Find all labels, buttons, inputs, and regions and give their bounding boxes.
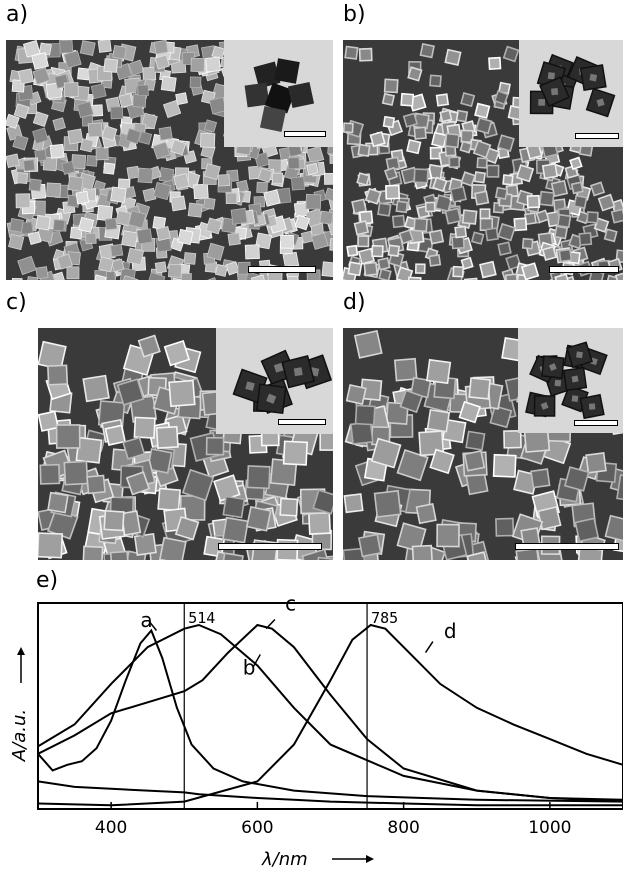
x-tick-label-400: 400 bbox=[95, 818, 127, 838]
curve-label-c: c bbox=[285, 595, 296, 615]
curve-leader-a bbox=[148, 620, 158, 631]
x-tick-label-1000: 1000 bbox=[528, 818, 571, 838]
scale-bar-b bbox=[549, 266, 619, 273]
spectrum-curve-c bbox=[37, 623, 623, 803]
inset-b-scale-bar bbox=[575, 133, 619, 139]
plot-frame bbox=[37, 602, 623, 810]
spectrum-curve-d bbox=[37, 623, 623, 807]
inset-b-cubes bbox=[529, 53, 616, 118]
inset-a-scale-bar bbox=[284, 131, 326, 137]
curve-label-d: d bbox=[444, 619, 457, 643]
inset-c-cubes bbox=[232, 349, 333, 415]
y-axis-arrowhead bbox=[17, 647, 25, 655]
panel-label-a: a) bbox=[6, 2, 29, 27]
inset-d-cubes bbox=[525, 341, 608, 420]
micrograph-b bbox=[343, 40, 623, 280]
y-axis-label: A/a.u. bbox=[9, 709, 30, 762]
scale-bar-d bbox=[515, 543, 619, 550]
inset-d bbox=[518, 328, 623, 433]
curve-leader-b bbox=[252, 654, 261, 668]
absorption-spectrum-chart: 514 785 400 600 800 1000 a b c d A/a.u. λ/nm bbox=[9, 595, 623, 870]
panel-label-e: e) bbox=[36, 568, 59, 593]
inset-d-scale-bar bbox=[574, 420, 618, 426]
inset-c-scale-bar bbox=[278, 419, 326, 425]
inset-b bbox=[519, 40, 623, 147]
x-axis-arrowhead bbox=[366, 855, 374, 863]
x-tick-label-800: 800 bbox=[387, 818, 419, 838]
x-tick-label-600: 600 bbox=[241, 818, 273, 838]
panel-label-d: d) bbox=[343, 290, 366, 315]
panel-label-b: b) bbox=[343, 2, 366, 27]
reference-label-785: 785 bbox=[371, 609, 398, 627]
micrograph-d bbox=[343, 328, 623, 560]
curve-label-a: a bbox=[140, 608, 152, 632]
reference-label-514: 514 bbox=[188, 609, 215, 627]
spectrum-curve-b bbox=[37, 780, 623, 807]
curve-leader-c bbox=[265, 618, 276, 630]
inset-a-cubes bbox=[244, 58, 315, 133]
micrograph-a bbox=[6, 40, 333, 280]
scale-bar-a bbox=[248, 266, 316, 273]
curve-label-b: b bbox=[243, 656, 256, 680]
scale-bar-c bbox=[218, 543, 322, 550]
panel-label-c: c) bbox=[6, 290, 27, 315]
inset-c bbox=[216, 328, 333, 434]
curve-leader-d bbox=[424, 641, 434, 654]
spectrum-curve-a-shoulder bbox=[37, 623, 623, 801]
spectrum-curve-a bbox=[37, 628, 623, 803]
micrograph-b-texture bbox=[343, 40, 623, 280]
x-axis-label: λ/nm bbox=[261, 849, 308, 870]
inset-a bbox=[224, 40, 333, 147]
micrograph-c bbox=[38, 328, 333, 560]
micrograph-a-texture bbox=[6, 40, 333, 280]
